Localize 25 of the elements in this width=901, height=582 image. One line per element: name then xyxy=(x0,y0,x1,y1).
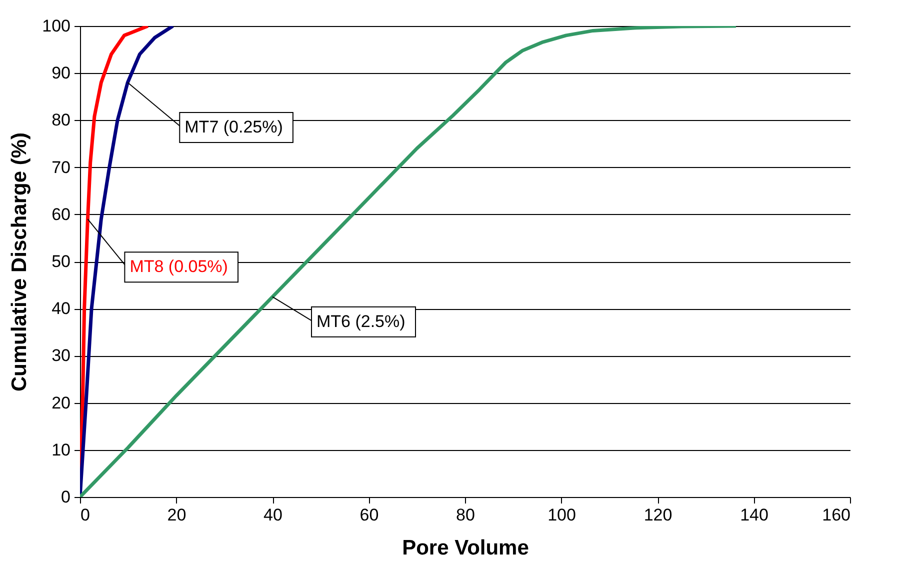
text: MT6 (2.5%) xyxy=(316,312,406,331)
y-tick-label: 0 xyxy=(61,488,70,506)
y-tick-label: 60 xyxy=(52,204,70,224)
x-tick-label: 0 xyxy=(80,506,90,524)
x-tick-label: 120 xyxy=(644,506,672,524)
x-axis-title: Pore Volume xyxy=(402,536,529,560)
x-tick-label: 40 xyxy=(264,506,282,524)
x-tick-label: 20 xyxy=(167,506,186,524)
x-tick-label: 160 xyxy=(822,506,850,524)
y-axis-title: Cumulative Discharge (%) xyxy=(8,132,32,392)
y-tick-label: 70 xyxy=(52,158,70,177)
y-tick-label: 10 xyxy=(52,440,70,460)
x-tick-label: 60 xyxy=(360,506,379,524)
text: MT8 (0.05%) xyxy=(130,257,228,276)
y-tick-label: 20 xyxy=(52,393,70,412)
y-tick-label: 90 xyxy=(52,64,70,83)
y-tick-label: 40 xyxy=(52,299,70,318)
text: MT7 (0.25%) xyxy=(184,118,283,137)
y-tick-label: 30 xyxy=(52,346,70,366)
x-tick-label: 80 xyxy=(456,506,475,524)
y-tick-label: 80 xyxy=(52,110,70,130)
x-tick-label: 140 xyxy=(740,506,768,524)
y-tick-label: 100 xyxy=(42,16,70,36)
x-tick-label: 100 xyxy=(548,506,576,524)
y-tick-label: 50 xyxy=(52,252,70,271)
